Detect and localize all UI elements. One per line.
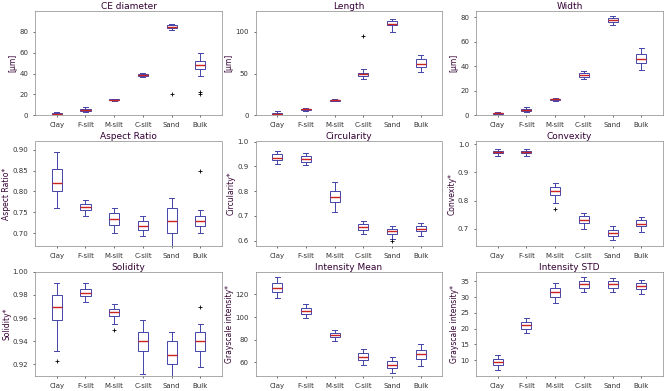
Y-axis label: [μm]: [μm] (9, 54, 18, 72)
PathPatch shape (358, 224, 368, 230)
PathPatch shape (579, 73, 589, 77)
PathPatch shape (493, 359, 503, 365)
PathPatch shape (196, 332, 205, 350)
PathPatch shape (550, 99, 560, 100)
PathPatch shape (550, 187, 560, 195)
PathPatch shape (138, 332, 148, 350)
Y-axis label: Grayscale intensity*: Grayscale intensity* (450, 285, 459, 363)
PathPatch shape (80, 109, 90, 111)
PathPatch shape (493, 151, 503, 153)
Title: Convexity: Convexity (547, 133, 593, 142)
PathPatch shape (608, 230, 618, 236)
PathPatch shape (167, 208, 177, 233)
PathPatch shape (138, 74, 148, 76)
PathPatch shape (608, 18, 618, 22)
PathPatch shape (301, 109, 311, 110)
Y-axis label: Convexity*: Convexity* (448, 172, 456, 215)
PathPatch shape (330, 333, 340, 337)
Title: CE diameter: CE diameter (100, 2, 156, 11)
PathPatch shape (521, 151, 531, 153)
PathPatch shape (52, 113, 62, 114)
PathPatch shape (109, 309, 119, 316)
PathPatch shape (550, 288, 560, 297)
PathPatch shape (272, 113, 282, 114)
PathPatch shape (636, 54, 646, 63)
PathPatch shape (196, 61, 205, 70)
PathPatch shape (608, 281, 618, 288)
PathPatch shape (80, 204, 90, 210)
Title: Circularity: Circularity (326, 133, 372, 142)
PathPatch shape (80, 289, 90, 296)
Y-axis label: Aspect Ratio*: Aspect Ratio* (2, 167, 11, 220)
Title: Length: Length (333, 2, 364, 11)
PathPatch shape (109, 213, 119, 225)
PathPatch shape (52, 169, 62, 192)
PathPatch shape (416, 350, 426, 359)
Y-axis label: Grayscale intensity*: Grayscale intensity* (225, 285, 234, 363)
PathPatch shape (52, 295, 62, 321)
PathPatch shape (521, 322, 531, 329)
PathPatch shape (272, 154, 282, 160)
Y-axis label: [μm]: [μm] (450, 54, 459, 72)
PathPatch shape (167, 341, 177, 364)
PathPatch shape (636, 283, 646, 289)
Y-axis label: Solidity*: Solidity* (2, 308, 11, 340)
PathPatch shape (493, 113, 503, 114)
PathPatch shape (272, 283, 282, 292)
PathPatch shape (330, 191, 340, 202)
Title: Aspect Ratio: Aspect Ratio (100, 133, 157, 142)
PathPatch shape (196, 216, 205, 226)
PathPatch shape (330, 100, 340, 101)
Title: Intensity STD: Intensity STD (539, 263, 600, 272)
PathPatch shape (358, 353, 368, 360)
PathPatch shape (416, 226, 426, 231)
PathPatch shape (387, 361, 397, 368)
PathPatch shape (109, 99, 119, 100)
PathPatch shape (579, 216, 589, 223)
Title: Intensity Mean: Intensity Mean (315, 263, 382, 272)
PathPatch shape (416, 59, 426, 67)
PathPatch shape (636, 220, 646, 226)
Title: Width: Width (557, 2, 583, 11)
PathPatch shape (387, 229, 397, 234)
PathPatch shape (521, 109, 531, 111)
Y-axis label: [μm]: [μm] (225, 54, 234, 72)
PathPatch shape (358, 73, 368, 76)
PathPatch shape (167, 25, 177, 28)
PathPatch shape (301, 156, 311, 162)
PathPatch shape (387, 21, 397, 25)
Y-axis label: Circularity*: Circularity* (227, 172, 236, 215)
PathPatch shape (579, 281, 589, 288)
Title: Solidity: Solidity (112, 263, 146, 272)
PathPatch shape (301, 308, 311, 314)
PathPatch shape (138, 221, 148, 230)
